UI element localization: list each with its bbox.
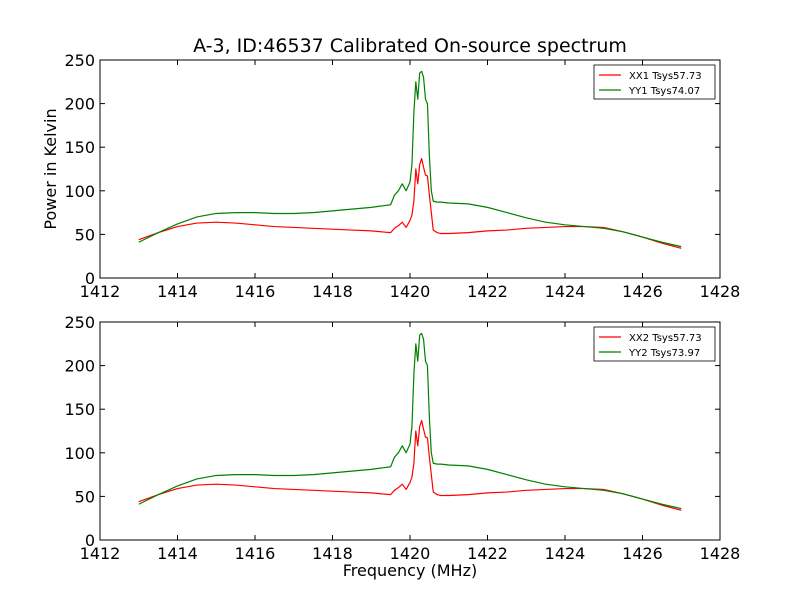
legend: XX1 Tsys57.73 YY1 Tsys74.07 bbox=[593, 64, 716, 100]
x-tick-label: 1412 bbox=[80, 544, 121, 563]
series-line-yy1 bbox=[138, 70, 682, 248]
x-tick-label: 1418 bbox=[312, 544, 353, 563]
y-tick-label: 250 bbox=[64, 313, 95, 332]
top-panel: 1412 1414 1416 1418 1420 1422 1424 1426 1428 0 50 1… bbox=[64, 51, 740, 301]
series-line-xx2 bbox=[138, 419, 682, 511]
legend-label: XX2 Tsys57.73 bbox=[629, 333, 702, 344]
x-tick-label: 1414 bbox=[157, 544, 198, 563]
bottom-panel: 1412 1414 1416 1418 1420 1422 1424 1426 1428 0 50 1… bbox=[64, 313, 740, 563]
chart-title: A-3, ID:46537 Calibrated On-source spect… bbox=[193, 35, 627, 57]
x-tick-label: 1424 bbox=[545, 544, 586, 563]
y-tick-label: 250 bbox=[64, 51, 95, 70]
series-line-yy2 bbox=[138, 332, 682, 510]
x-tick-label: 1428 bbox=[700, 282, 741, 301]
x-tick-label: 1416 bbox=[235, 282, 276, 301]
y-tick-label: 200 bbox=[64, 357, 95, 376]
legend-label: YY2 Tsys73.97 bbox=[628, 348, 700, 359]
y-axis-label: Power in Kelvin bbox=[41, 108, 60, 229]
x-tick-label: 1414 bbox=[157, 282, 198, 301]
x-axis-label: Frequency (MHz) bbox=[343, 561, 477, 580]
x-tick-label: 1418 bbox=[312, 282, 353, 301]
y-tick-label: 150 bbox=[64, 138, 95, 157]
legend-label: YY1 Tsys74.07 bbox=[628, 86, 700, 97]
x-tick-label: 1420 bbox=[390, 282, 431, 301]
legend-box bbox=[593, 326, 716, 362]
x-tick-label: 1416 bbox=[235, 544, 276, 563]
legend-label: XX1 Tsys57.73 bbox=[629, 71, 702, 82]
x-tick-label: 1412 bbox=[80, 282, 121, 301]
x-tick-label: 1420 bbox=[390, 544, 431, 563]
series-line-xx1 bbox=[138, 157, 682, 249]
y-tick-label: 50 bbox=[75, 225, 95, 244]
x-tick-label: 1426 bbox=[622, 282, 663, 301]
x-tick-label: 1426 bbox=[622, 544, 663, 563]
y-tick-label: 0 bbox=[85, 269, 95, 288]
y-tick-label: 100 bbox=[64, 444, 95, 463]
y-tick-label: 150 bbox=[64, 400, 95, 419]
y-tick-label: 50 bbox=[75, 487, 95, 506]
x-tick-label: 1422 bbox=[467, 544, 508, 563]
x-tick-label: 1424 bbox=[545, 282, 586, 301]
legend-box bbox=[593, 64, 716, 100]
y-tick-label: 200 bbox=[64, 95, 95, 114]
legend: XX2 Tsys57.73 YY2 Tsys73.97 bbox=[593, 326, 716, 362]
x-tick-label: 1422 bbox=[467, 282, 508, 301]
x-tick-label: 1428 bbox=[700, 544, 741, 563]
y-tick-label: 0 bbox=[85, 531, 95, 550]
y-tick-label: 100 bbox=[64, 182, 95, 201]
